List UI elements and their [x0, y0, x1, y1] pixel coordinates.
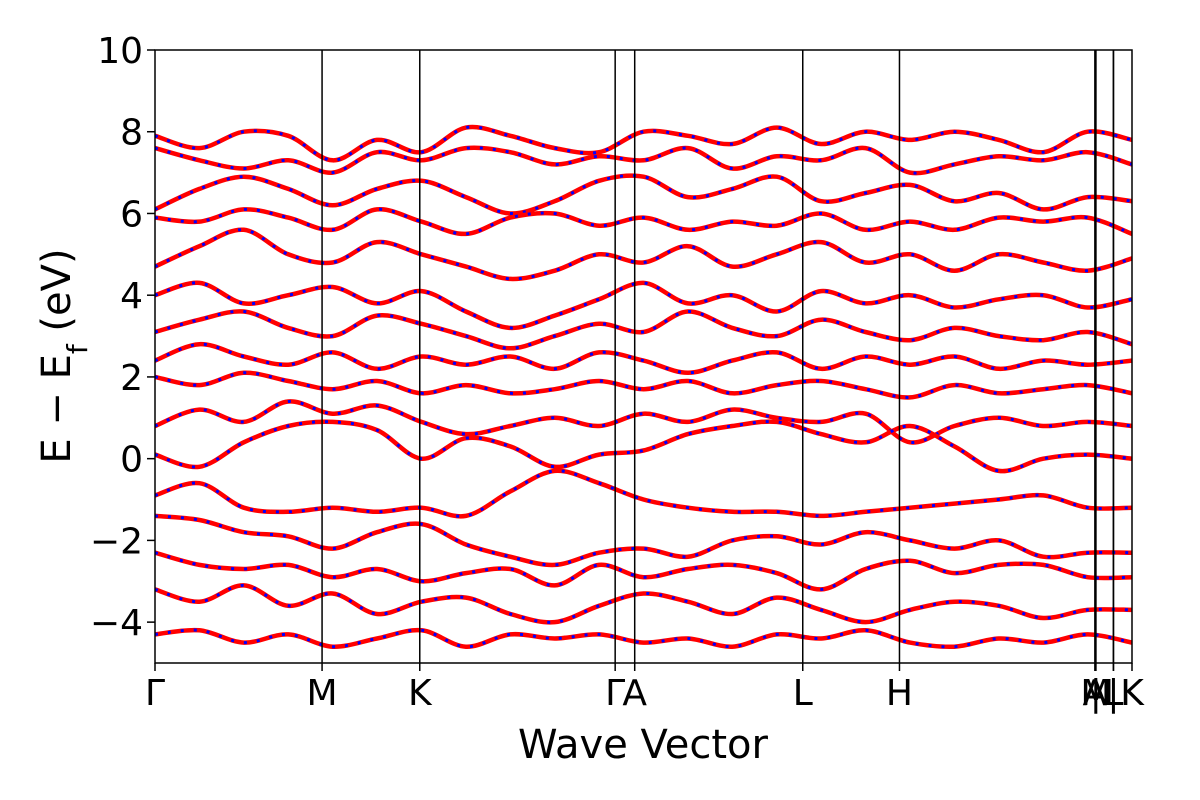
- band-line-red: [155, 280, 1132, 331]
- y-axis-ticks: −4 −2 0 2 4 6 8 10: [90, 31, 155, 644]
- y-tick-label: 0: [120, 440, 143, 481]
- x-tick-label: L: [793, 673, 813, 714]
- x-tick-label: M: [1080, 673, 1111, 714]
- band-line-blue: [155, 551, 1132, 591]
- x-tick-label: |: [1107, 673, 1119, 714]
- band-line-red: [155, 627, 1132, 650]
- energy-bands: [155, 124, 1132, 650]
- x-tick-label: A: [1083, 673, 1108, 714]
- y-axis-label: E − Ef (eV): [34, 248, 94, 463]
- band-line-blue: [155, 628, 1132, 649]
- x-tick-label: A: [622, 673, 647, 714]
- x-axis-ticks: Γ M K ΓA L H AM| L| K: [145, 663, 1145, 714]
- x-tick-label: H: [886, 673, 913, 714]
- x-tick-label: K: [408, 673, 433, 714]
- band-line-red: [155, 124, 1132, 163]
- band-line-blue: [155, 125, 1132, 162]
- band-line-blue: [155, 309, 1132, 350]
- band-line-red: [155, 207, 1132, 237]
- x-tick-label: M: [307, 673, 338, 714]
- plot-frame: [154, 49, 1133, 664]
- band-line-red: [155, 399, 1132, 445]
- x-tick-label: K: [1120, 673, 1145, 714]
- y-tick-label: −4: [90, 603, 143, 644]
- band-line-red: [155, 468, 1132, 519]
- y-tick-label: 2: [120, 358, 143, 399]
- band-line-red: [155, 227, 1132, 282]
- band-line-red: [155, 145, 1132, 176]
- band-line-red: [155, 513, 1132, 568]
- band-line-blue: [155, 342, 1132, 375]
- band-line-red: [155, 309, 1132, 351]
- band-line-blue: [155, 146, 1132, 175]
- x-tick-label: Γ: [145, 673, 165, 714]
- band-line-red: [155, 419, 1132, 474]
- y-tick-label: 6: [120, 194, 143, 235]
- high-symmetry-lines: [321, 50, 1115, 663]
- band-line-blue: [155, 207, 1132, 236]
- y-tick-label: 8: [120, 113, 143, 154]
- band-line-red: [155, 173, 1132, 216]
- y-tick-label: 4: [120, 276, 143, 317]
- y-tick-label: −2: [90, 521, 143, 562]
- band-line-blue: [155, 281, 1132, 330]
- band-line-red: [155, 370, 1132, 400]
- band-line-red: [155, 550, 1132, 592]
- band-line-red: [155, 583, 1132, 625]
- band-line-red: [155, 341, 1132, 376]
- band-line-blue: [155, 583, 1132, 624]
- x-axis-label: Wave Vector: [518, 722, 769, 768]
- x-tick-label: L: [1103, 673, 1123, 714]
- band-line-blue: [155, 371, 1132, 399]
- x-tick-label: |: [1090, 673, 1102, 714]
- y-tick-label: 10: [97, 31, 143, 72]
- x-tick-label: Γ: [605, 673, 625, 714]
- band-line-blue: [155, 228, 1132, 281]
